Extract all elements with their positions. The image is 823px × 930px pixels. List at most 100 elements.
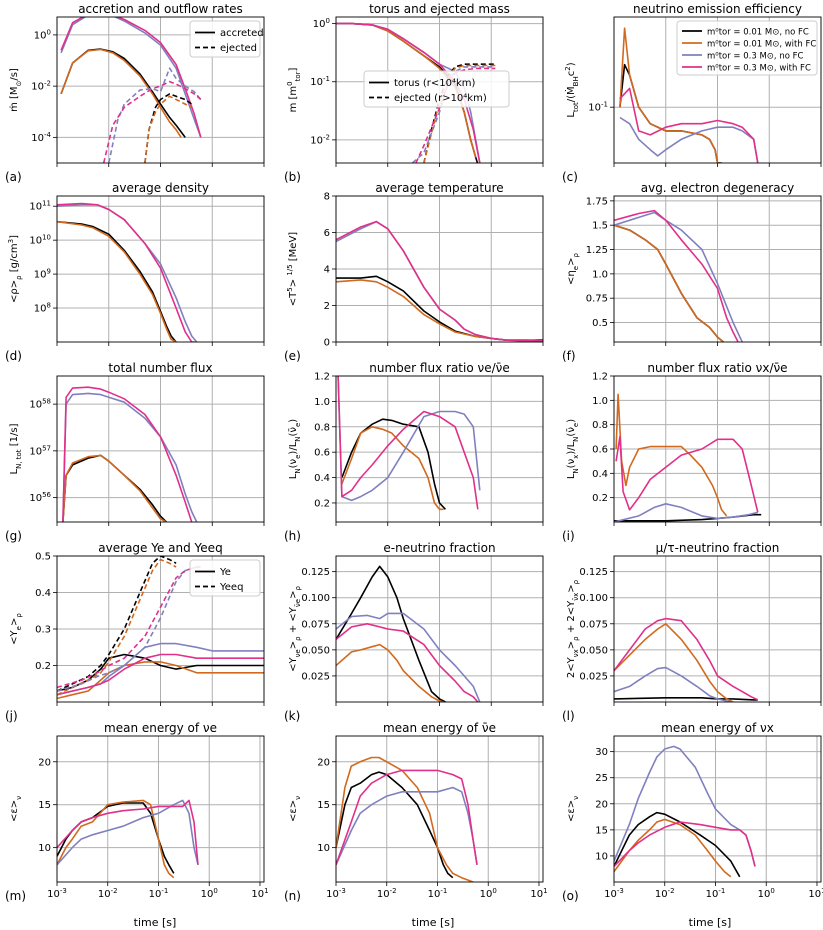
y-tick-label: 109 [34,268,51,281]
y-tick-label: 2 [324,301,330,312]
y-axis-label: <Yνe>ρ + <Yν̄e>ρ [288,586,302,672]
y-tick-label: 0.2 [35,661,51,672]
y-axis-label: LN(νx)/LN(ν̄e) [566,419,580,479]
y-tick-label: 4 [324,265,330,276]
y-tick-label: 0.125 [301,567,330,578]
panel-label: (l) [562,709,575,723]
panel-title: mean energy of ν̄e [383,721,496,735]
panel-title: average temperature [375,181,503,195]
series-group [57,799,199,879]
series-line [57,202,195,342]
panel-label: (h) [284,529,301,543]
series-line [619,27,719,163]
legend-box [676,20,818,76]
series-group [57,556,264,700]
series-line [619,87,759,163]
legend-label: torus (r<10⁴km) [394,78,476,89]
x-tick-label: 10-1 [428,887,448,900]
legend-label: ejected (r>10⁴km) [394,93,487,104]
y-axis-label: LN, tot [1/s] [9,423,23,474]
y-axis-label: <ε>ν [566,796,580,822]
series-group [336,220,543,342]
legend: m⁰tor = 0.01 M⊙, no FC m⁰tor = 0.01 M⊙, w… [676,20,818,76]
y-tick-label: 0.075 [301,619,330,630]
series-line [614,821,756,867]
axes-frame [56,375,265,523]
legend-label: ejected [220,43,257,54]
x-axis-labels: time [s] time [s] time [s] [134,916,732,929]
series-line [614,666,734,702]
y-axis-label: m [m0tor] [286,67,302,112]
axes-frame [613,195,822,343]
series-line [57,566,201,692]
panel-label: (e) [284,349,301,363]
series-line [336,612,481,702]
series-line [341,425,444,511]
legend: torus (r<10⁴km) ejected (r>10⁴km) [363,70,510,108]
y-axis-label: <T5> 1/5 [MeV] [286,232,299,306]
series-group [614,617,759,702]
panel-title: accretion and outflow rates [78,2,243,16]
y-tick-label: 0.3 [35,625,51,636]
x-tick-label: 10-3 [47,887,67,900]
y-tick-label: 0.100 [301,593,330,604]
panel-title: average Ye and Yeeq [98,541,222,555]
series-line [614,209,739,342]
panel-h: 0.2 0.4 0.6 0.8 1.0 1.2 number flux ratio νe/ν… [284,361,544,543]
series-line [336,220,543,342]
y-axis-label: LN(νe)/LN(ν̄e) [288,419,302,480]
series-line [62,392,198,522]
series-line [57,220,177,342]
series-group [62,386,198,522]
x-tick-label: 10-3 [326,887,346,900]
series-line [614,502,759,522]
legend-label: m⁰tor = 0.3 M⊙, with FC [707,64,811,74]
panel-label: (b) [284,170,301,184]
series-group [336,565,481,702]
series-group [614,209,743,342]
y-tick-label: 15 [38,800,51,811]
y-tick-label: 0.8 [314,422,330,433]
series-line [337,376,481,502]
panel-e: 0 2 4 6 8 average temperature <T5> 1/5 [MeV] (e… [284,181,544,363]
panel-title: mean energy of νx [661,721,774,735]
y-tick-label: 8 [324,192,330,203]
axes-frame [335,555,544,703]
y-tick-label: 1.5 [592,221,608,232]
axes-frame [335,195,544,343]
panel-g: 1056 1057 1058 total number flux LN, tot [1/… [5,361,265,543]
y-tick-label: 1.2 [314,372,330,383]
x-axis-label-col1: time [s] [134,916,177,929]
series-line [614,696,758,701]
panel-label: (j) [5,709,18,723]
y-tick-label: 0.2 [314,498,330,509]
axes-frame [56,16,265,164]
y-tick-label: 0.075 [579,619,608,630]
y-tick-label: 0.050 [579,645,608,656]
series-line [614,818,732,878]
y-tick-label: 0.4 [35,588,51,599]
series-line [60,48,182,138]
panel-label: (c) [562,170,578,184]
y-tick-label: 10 [38,843,51,854]
series-line [62,454,167,522]
series-line [614,224,724,342]
x-tick-label: 101 [530,887,547,900]
y-axis-label: <ε>ν [288,796,302,822]
axes-frame [335,375,544,523]
panel-label: (d) [5,349,22,363]
legend-label: Yeeq [219,582,243,593]
panel-l: 0.025 0.050 0.075 0.100 0.125 μ/τ-neutrino fr… [562,541,822,723]
y-tick-label: 1.75 [586,196,608,207]
x-tick-label: 10-1 [149,887,169,900]
y-axis-label: <ε>ν [9,796,23,822]
series-line [336,565,446,702]
y-tick-label: 0.75 [586,294,608,305]
panel-o: 10-3 10-2 10-1 100 101 10 15 20 25 30 mean energy … [562,721,823,903]
series-line [336,786,478,866]
panel-c: 10-1 neutrino emission efficiency Ltot/(ṀB… [562,2,822,184]
y-tick-label: 0.6 [314,448,330,459]
panel-title: number flux ratio νe/ν̄e [369,361,509,375]
y-axis-label: ṁ [M⊙/s] [9,68,23,112]
series-line [57,799,199,865]
